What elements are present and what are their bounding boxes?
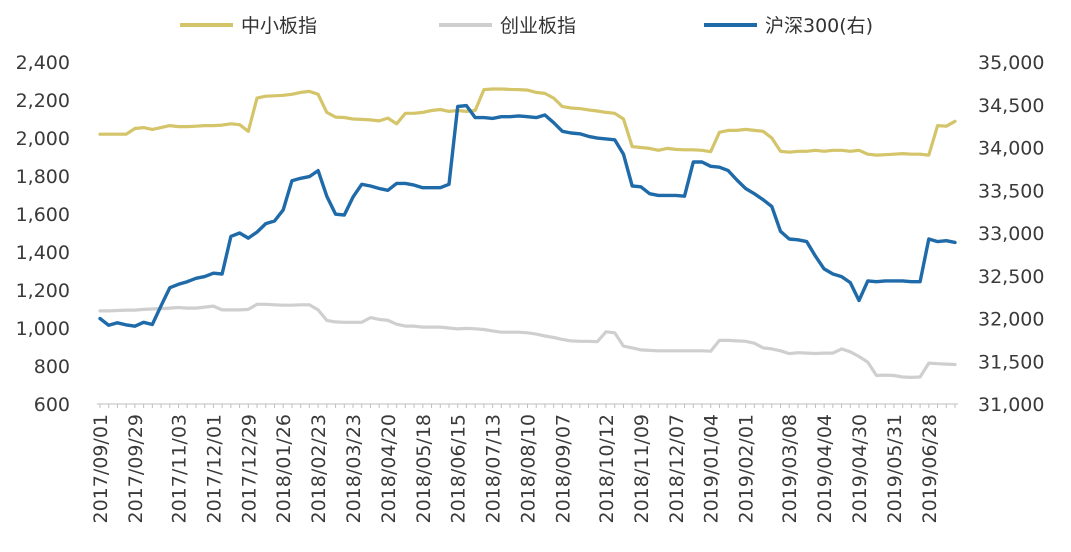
x-tick-label: 2019/02/01 <box>736 414 758 524</box>
y-right-tick-label: 31,000 <box>978 394 1044 416</box>
y-right-tick-label: 34,500 <box>978 95 1044 117</box>
x-tick-label: 2017/09/01 <box>90 414 112 524</box>
x-tick-label: 2018/04/20 <box>378 414 400 524</box>
x-tick-label: 2019/03/08 <box>779 414 801 524</box>
x-axis: 2017/09/01 2017/09/29 2017/11/03 2017/12/01… <box>90 403 958 524</box>
y-left-tick-label: 2,000 <box>16 128 70 150</box>
x-tick-label: 2019/01/04 <box>701 414 723 524</box>
series-line-sme-index <box>98 87 957 157</box>
y-left-tick-label: 1,800 <box>16 166 70 188</box>
y-right-tick-label: 32,500 <box>978 266 1044 288</box>
y-axis-left: 600 800 1,000 1,200 1,400 1,600 1,800 2,000 2,20… <box>16 52 70 416</box>
x-tick-label: 2018/12/07 <box>666 414 688 524</box>
y-left-tick-label: 2,200 <box>16 90 70 112</box>
x-tick-label: 2017/09/29 <box>125 414 147 524</box>
y-right-tick-label: 32,000 <box>978 309 1044 331</box>
y-left-tick-label: 1,600 <box>16 204 70 226</box>
legend-label-sme-index: 中小板指 <box>241 15 317 37</box>
y-right-tick-label: 33,000 <box>978 223 1044 245</box>
legend: 中小板指 创业板指 沪深300(右) <box>180 15 873 37</box>
series-line-csi300-index <box>98 103 957 328</box>
x-tick-label: 2018/07/13 <box>483 414 505 524</box>
x-tick-label: 2019/06/28 <box>919 414 941 524</box>
x-tick-label: 2018/11/09 <box>631 414 653 524</box>
y-left-tick-label: 800 <box>34 356 70 378</box>
x-tick-label: 2018/10/12 <box>596 414 618 524</box>
x-tick-label: 2018/06/15 <box>448 414 470 524</box>
x-tick-label: 2018/01/26 <box>273 414 295 524</box>
x-tick-label: 2017/12/29 <box>238 414 260 524</box>
series-layer <box>98 87 957 379</box>
y-left-tick-label: 1,400 <box>16 242 70 264</box>
y-right-tick-label: 33,500 <box>978 180 1044 202</box>
x-tick-label: 2019/05/31 <box>884 414 906 524</box>
y-left-tick-label: 1,200 <box>16 280 70 302</box>
x-tick-label: 2018/03/23 <box>343 414 365 524</box>
y-left-tick-label: 2,400 <box>16 52 70 74</box>
series-line-chinext-index <box>98 302 957 379</box>
x-tick-label: 2018/02/23 <box>308 414 330 524</box>
x-tick-label: 2019/04/04 <box>814 414 836 524</box>
x-tick-label: 2019/04/30 <box>849 414 871 524</box>
x-tick-label: 2018/05/18 <box>413 414 435 524</box>
x-tick-label: 2018/09/07 <box>552 414 574 524</box>
y-right-tick-label: 34,000 <box>978 138 1044 160</box>
y-left-tick-label: 1,000 <box>16 318 70 340</box>
x-tick-label: 2017/12/01 <box>203 414 225 524</box>
legend-label-chinext-index: 创业板指 <box>500 15 576 37</box>
y-axis-right: 31,000 31,500 32,000 32,500 33,000 33,500 34,0… <box>978 52 1044 416</box>
x-tick-label: 2017/11/03 <box>169 414 191 524</box>
y-left-tick-label: 600 <box>34 394 70 416</box>
y-right-tick-label: 31,500 <box>978 351 1044 373</box>
y-right-tick-label: 35,000 <box>978 52 1044 74</box>
x-tick-label: 2018/08/10 <box>518 414 540 524</box>
legend-label-csi300-index: 沪深300(右) <box>765 15 873 37</box>
